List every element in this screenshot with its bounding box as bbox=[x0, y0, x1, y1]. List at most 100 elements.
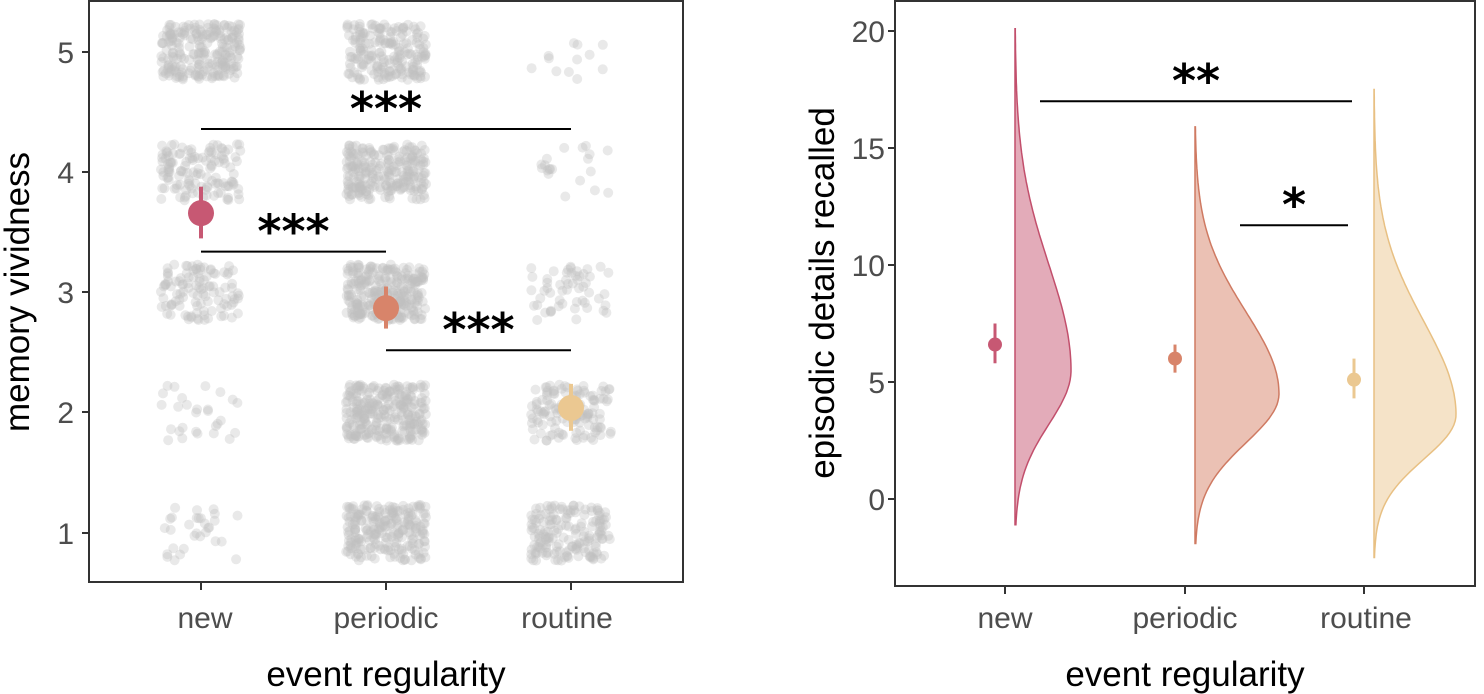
jitter-point bbox=[349, 310, 360, 321]
jitter-point bbox=[409, 273, 420, 284]
jitter-point bbox=[369, 69, 380, 80]
jitter-point bbox=[403, 508, 413, 519]
jitter-point bbox=[197, 31, 208, 42]
jitter-point bbox=[411, 37, 422, 48]
jitter-point bbox=[409, 314, 420, 325]
jitter-point bbox=[389, 551, 400, 562]
jitter-point bbox=[401, 434, 412, 445]
jitter-point bbox=[354, 187, 365, 198]
jitter-point bbox=[410, 522, 421, 533]
jitter-point bbox=[357, 143, 368, 154]
jitter-point bbox=[541, 435, 552, 446]
right-x-tick-label: routine bbox=[1320, 602, 1412, 635]
jitter-point bbox=[194, 59, 205, 70]
jitter-point bbox=[347, 278, 357, 289]
jitter-point bbox=[382, 183, 393, 194]
jitter-point bbox=[214, 46, 225, 57]
jitter-point bbox=[395, 400, 406, 411]
jitter-point bbox=[229, 72, 240, 83]
jitter-point bbox=[352, 405, 363, 416]
jitter-point bbox=[345, 52, 356, 62]
jitter-point bbox=[382, 403, 393, 414]
jitter-point bbox=[361, 275, 372, 286]
jitter-point bbox=[358, 46, 369, 57]
jitter-point bbox=[393, 528, 404, 539]
jitter-point bbox=[365, 543, 376, 553]
jitter-point bbox=[412, 148, 423, 159]
jitter-point bbox=[371, 395, 382, 406]
jitter-point bbox=[400, 274, 411, 285]
jitter-point bbox=[406, 49, 416, 60]
jitter-point bbox=[364, 427, 375, 438]
jitter-point bbox=[371, 418, 382, 428]
jitter-point bbox=[548, 386, 559, 397]
jitter-point bbox=[407, 434, 417, 445]
jitter-point bbox=[387, 71, 398, 82]
jitter-point bbox=[387, 264, 398, 275]
jitter-point bbox=[416, 154, 427, 165]
jitter-point bbox=[165, 36, 176, 47]
jitter-point bbox=[397, 69, 408, 80]
jitter-point bbox=[194, 273, 205, 284]
jitter-point bbox=[385, 274, 396, 285]
jitter-point bbox=[391, 537, 402, 548]
jitter-point bbox=[410, 515, 421, 526]
jitter-point bbox=[365, 526, 376, 537]
jitter-point bbox=[367, 19, 378, 30]
jitter-point bbox=[218, 153, 229, 164]
jitter-point bbox=[380, 192, 391, 203]
jitter-point bbox=[177, 74, 188, 85]
jitter-point bbox=[181, 185, 191, 195]
jitter-point bbox=[163, 151, 174, 162]
jitter-point bbox=[203, 523, 214, 533]
jitter-point bbox=[174, 294, 185, 305]
jitter-point bbox=[584, 551, 595, 562]
jitter-point bbox=[393, 154, 404, 165]
jitter-point bbox=[418, 47, 429, 58]
jitter-point bbox=[407, 58, 418, 69]
jitter-point bbox=[164, 70, 175, 81]
jitter-point bbox=[575, 538, 585, 549]
jitter-point bbox=[385, 413, 396, 424]
jitter-point bbox=[350, 523, 361, 534]
jitter-point bbox=[537, 547, 548, 558]
jitter-point bbox=[363, 194, 374, 205]
jitter-point bbox=[209, 287, 219, 298]
jitter-point bbox=[368, 511, 379, 522]
jitter-point bbox=[201, 172, 212, 183]
jitter-point bbox=[599, 289, 610, 300]
right-x-axis-title: event regularity bbox=[1065, 655, 1305, 694]
jitter-point bbox=[529, 514, 540, 525]
jitter-point bbox=[179, 195, 190, 206]
jitter-point bbox=[579, 536, 590, 547]
jitter-point bbox=[380, 402, 391, 412]
jitter-point bbox=[374, 37, 385, 47]
jitter-point bbox=[387, 181, 398, 191]
jitter-point bbox=[350, 540, 361, 551]
jitter-point bbox=[360, 271, 371, 282]
jitter-point bbox=[230, 152, 241, 163]
left-y-tick-label: 5 bbox=[57, 37, 74, 70]
jitter-point bbox=[346, 304, 357, 315]
jitter-point bbox=[207, 58, 218, 69]
jitter-point bbox=[596, 553, 607, 564]
jitter-point bbox=[373, 150, 384, 161]
jitter-point bbox=[408, 306, 419, 317]
jitter-point bbox=[355, 275, 366, 286]
jitter-point bbox=[416, 148, 427, 159]
jitter-point bbox=[172, 289, 182, 300]
jitter-point bbox=[398, 403, 409, 414]
jitter-point bbox=[406, 302, 417, 313]
jitter-point bbox=[402, 394, 413, 405]
jitter-point bbox=[406, 153, 417, 164]
jitter-point bbox=[380, 38, 391, 48]
jitter-point bbox=[580, 547, 591, 558]
jitter-point bbox=[403, 308, 414, 319]
jitter-point bbox=[389, 431, 400, 442]
jitter-point bbox=[412, 288, 423, 299]
jitter-point bbox=[353, 188, 364, 199]
jitter-point bbox=[177, 142, 188, 153]
jitter-point bbox=[529, 540, 540, 551]
jitter-point bbox=[385, 552, 396, 563]
jitter-point bbox=[603, 530, 614, 541]
